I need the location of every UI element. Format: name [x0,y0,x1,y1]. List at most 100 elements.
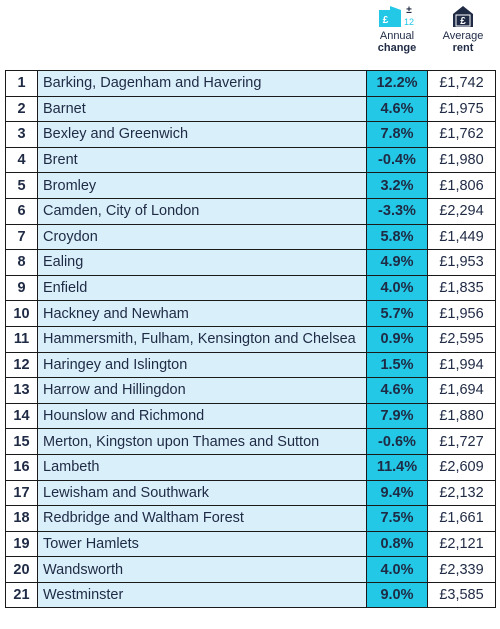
annual-change-cell: 0.8% [366,530,428,558]
rank-cell: 7 [5,223,38,251]
annual-change-cell: 5.7% [366,300,428,327]
area-cell: Haringey and Islington [37,351,367,379]
rank-cell: 16 [5,453,38,481]
area-cell: Croydon [37,223,367,251]
average-rent-cell: £1,835 [427,274,496,302]
rank-cell: 5 [5,172,38,199]
table-row: 18 Redbridge and Waltham Forest 7.5% £1,661 [5,505,496,532]
table-row: 2 Barnet 4.6% £1,975 [5,95,496,123]
average-rent-cell: £3,585 [427,581,496,609]
annual-change-cell: 3.2% [366,172,428,199]
pound-glyph: £ [383,15,389,26]
table-row: 9 Enfield 4.0% £1,835 [5,274,496,302]
rent-ranking-table: 1 Barking, Dagenham and Havering 12.2% £1,7… [5,70,496,609]
table-row: 5 Bromley 3.2% £1,806 [5,172,496,199]
table-row: 17 Lewisham and Southwark 9.4% £2,132 [5,479,496,507]
area-cell: Merton, Kingston upon Thames and Sutton [37,428,367,455]
rank-cell: 18 [5,505,38,532]
rank-cell: 4 [5,146,38,174]
area-cell: Lambeth [37,453,367,481]
table-row: 11 Hammersmith, Fulham, Kensington and Ch… [5,325,496,353]
average-rent-cell: £1,975 [427,95,496,123]
table-row: 19 Tower Hamlets 0.8% £2,121 [5,530,496,558]
average-rent-cell: £1,449 [427,223,496,251]
area-cell: Hackney and Newham [37,300,367,327]
average-rent-cell: £1,742 [427,70,496,97]
average-rent-cell: £1,661 [427,505,496,532]
average-rent-cell: £2,121 [427,530,496,558]
annual-change-label-bold: change [377,42,417,54]
pound-glyph: £ [460,16,466,27]
table-row: 14 Hounslow and Richmond 7.9% £1,880 [5,402,496,430]
rank-cell: 20 [5,556,38,583]
table-row: 12 Haringey and Islington 1.5% £1,994 [5,351,496,379]
area-cell: Wandsworth [37,556,367,583]
annual-change-label: Annual [379,30,415,42]
average-rent-cell: £1,980 [427,146,496,174]
rank-cell: 17 [5,479,38,507]
annual-change-cell: 5.8% [366,223,428,251]
area-cell: Lewisham and Southwark [37,479,367,507]
area-cell: Hounslow and Richmond [37,402,367,430]
plus-minus-glyph: ± [406,5,412,16]
annual-change-cell: 4.9% [366,249,428,276]
annual-change-cell: 4.6% [366,95,428,123]
table-row: 6 Camden, City of London -3.3% £2,294 [5,197,496,225]
rank-cell: 15 [5,428,38,455]
table-row: 15 Merton, Kingston upon Thames and Sutto… [5,428,496,455]
area-cell: Redbridge and Waltham Forest [37,505,367,532]
rank-cell: 19 [5,530,38,558]
average-rent-cell: £1,762 [427,121,496,148]
area-cell: Tower Hamlets [37,530,367,558]
area-cell: Westminster [37,581,367,609]
pound-house-icon: £ [430,0,496,30]
area-cell: Barking, Dagenham and Havering [37,70,367,97]
rank-cell: 14 [5,402,38,430]
table-row: 21 Westminster 9.0% £3,585 [5,581,496,609]
area-cell: Harrow and Hillingdon [37,377,367,404]
rank-cell: 3 [5,121,38,148]
annual-change-cell: 9.4% [366,479,428,507]
rank-cell: 8 [5,249,38,276]
rank-cell: 10 [5,300,38,327]
average-rent-cell: £1,806 [427,172,496,199]
annual-change-cell: 0.9% [366,325,428,353]
area-cell: Hammersmith, Fulham, Kensington and Chel… [37,325,367,353]
average-rent-cell: £1,727 [427,428,496,455]
annual-change-cell: -3.3% [366,197,428,225]
annual-change-cell: 9.0% [366,581,428,609]
pound-building-plus-minus-12-icon: £ ± 12 [366,0,428,30]
average-rent-cell: £1,994 [427,351,496,379]
average-rent-cell: £2,294 [427,197,496,225]
area-cell: Camden, City of London [37,197,367,225]
annual-change-cell: 4.0% [366,556,428,583]
table-row: 3 Bexley and Greenwich 7.8% £1,762 [5,121,496,148]
rank-cell: 1 [5,70,38,97]
table-row: 8 Ealing 4.9% £1,953 [5,249,496,276]
average-rent-cell: £2,339 [427,556,496,583]
average-rent-cell: £1,694 [427,377,496,404]
table-row: 10 Hackney and Newham 5.7% £1,956 [5,300,496,327]
annual-change-cell: 4.6% [366,377,428,404]
rank-cell: 12 [5,351,38,379]
table-row: 1 Barking, Dagenham and Havering 12.2% £1,7… [5,70,496,97]
area-cell: Ealing [37,249,367,276]
annual-change-cell: 12.2% [366,70,428,97]
average-rent-cell: £1,953 [427,249,496,276]
annual-change-cell: 7.8% [366,121,428,148]
rank-cell: 9 [5,274,38,302]
annual-change-cell: 7.9% [366,402,428,430]
rank-cell: 2 [5,95,38,123]
area-cell: Barnet [37,95,367,123]
table-row: 13 Harrow and Hillingdon 4.6% £1,694 [5,377,496,404]
average-rent-header: £ Average rent [430,0,496,54]
annual-change-cell: 1.5% [366,351,428,379]
table-header: £ ± 12 Annual change £ Average rent [0,0,500,70]
average-rent-cell: £1,956 [427,300,496,327]
annual-change-cell: 11.4% [366,453,428,481]
average-rent-cell: £1,880 [427,402,496,430]
table-row: 20 Wandsworth 4.0% £2,339 [5,556,496,583]
twelve-glyph: 12 [404,17,414,27]
annual-change-header: £ ± 12 Annual change [366,0,428,54]
table-row: 16 Lambeth 11.4% £2,609 [5,453,496,481]
